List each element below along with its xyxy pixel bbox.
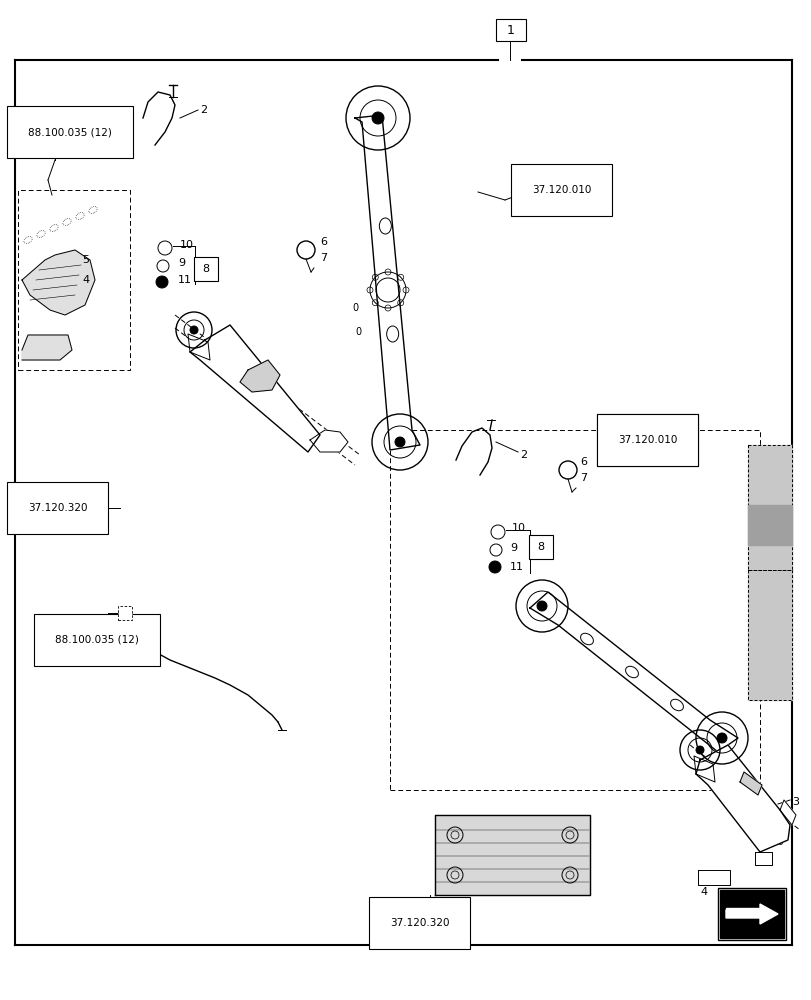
Text: 0: 0 (354, 327, 361, 337)
Polygon shape (754, 852, 771, 865)
Polygon shape (725, 908, 761, 912)
Bar (18, 190, 130, 370)
Circle shape (371, 112, 384, 124)
Text: 88.100.035 (12): 88.100.035 (12) (55, 635, 139, 645)
Polygon shape (779, 800, 795, 825)
Ellipse shape (386, 326, 398, 342)
FancyBboxPatch shape (194, 257, 217, 281)
Text: 0: 0 (351, 303, 358, 313)
FancyBboxPatch shape (528, 535, 552, 559)
Ellipse shape (670, 699, 683, 711)
Text: 11: 11 (178, 275, 191, 285)
Text: 37.120.010: 37.120.010 (531, 185, 590, 195)
Text: 5: 5 (775, 837, 782, 847)
Polygon shape (240, 360, 280, 392)
Bar (118, 606, 132, 620)
Polygon shape (310, 430, 348, 452)
Ellipse shape (379, 218, 391, 234)
Polygon shape (190, 325, 320, 452)
Text: 3: 3 (791, 797, 798, 807)
Text: 2: 2 (519, 450, 526, 460)
Text: 88.100.035 (12): 88.100.035 (12) (28, 127, 112, 137)
Circle shape (156, 276, 168, 288)
Text: 37.120.320: 37.120.320 (389, 918, 449, 928)
Text: 10: 10 (180, 240, 194, 250)
Polygon shape (695, 745, 789, 852)
Polygon shape (725, 904, 777, 924)
Bar (717, 888, 785, 940)
Polygon shape (693, 756, 714, 782)
Text: 7: 7 (320, 253, 327, 263)
Text: 37.120.010: 37.120.010 (617, 435, 676, 445)
Text: 2: 2 (200, 105, 207, 115)
Text: 1: 1 (506, 24, 514, 37)
Text: 5: 5 (82, 255, 89, 265)
Text: 3: 3 (277, 417, 285, 427)
Circle shape (716, 733, 726, 743)
Text: 7: 7 (579, 473, 586, 483)
Text: 6: 6 (320, 237, 327, 247)
Polygon shape (697, 870, 729, 885)
Polygon shape (435, 815, 590, 895)
Text: 9: 9 (178, 258, 185, 268)
Polygon shape (530, 592, 737, 752)
Polygon shape (747, 570, 791, 700)
Text: 11: 11 (509, 562, 523, 572)
Text: 4: 4 (82, 275, 89, 285)
Circle shape (695, 746, 703, 754)
Text: 6: 6 (579, 457, 586, 467)
Circle shape (536, 601, 547, 611)
Polygon shape (22, 335, 72, 360)
Polygon shape (22, 250, 95, 315)
Bar (389, 430, 759, 790)
Polygon shape (747, 505, 791, 545)
Text: 4: 4 (699, 887, 706, 897)
FancyBboxPatch shape (496, 19, 526, 41)
Polygon shape (747, 445, 791, 570)
Text: 8: 8 (537, 542, 544, 552)
Circle shape (190, 326, 198, 334)
Ellipse shape (624, 666, 637, 678)
Text: 37.120.010: 37.120.010 (617, 435, 676, 445)
Polygon shape (188, 334, 210, 360)
Text: 9: 9 (509, 543, 517, 553)
Polygon shape (723, 900, 777, 932)
Circle shape (488, 561, 500, 573)
Polygon shape (354, 115, 419, 450)
Text: 10: 10 (512, 523, 526, 533)
Circle shape (394, 437, 405, 447)
Polygon shape (719, 890, 783, 938)
Text: 8: 8 (202, 264, 209, 274)
Ellipse shape (580, 633, 593, 645)
Text: 37.120.320: 37.120.320 (28, 503, 88, 513)
Polygon shape (739, 772, 761, 795)
